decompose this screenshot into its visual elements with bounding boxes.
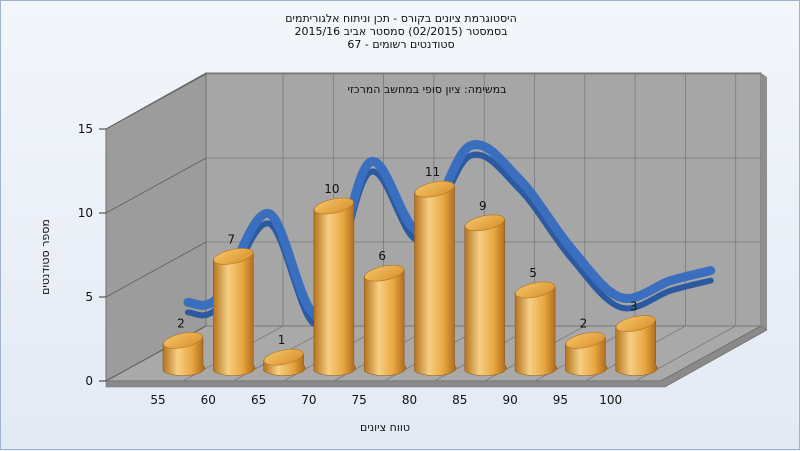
chart-subtitle: במשימה: ציון סופי במחשב המרכזי xyxy=(347,83,506,96)
x-tick-label: 60 xyxy=(201,393,216,407)
data-label: 6 xyxy=(378,249,386,263)
data-label: 2 xyxy=(177,316,185,330)
bar-body xyxy=(213,253,256,376)
bar-top xyxy=(313,197,354,215)
bar-top xyxy=(263,348,304,366)
y-tick-label: 0 xyxy=(85,374,93,388)
chart-title-line-1: היסטוגרמת ציונים בקורס - תכן וניתוח אלגו… xyxy=(285,12,517,25)
y-tick-label: 5 xyxy=(85,290,93,304)
y-tick-label: 15 xyxy=(78,122,93,136)
bar-top xyxy=(615,315,656,332)
x-tick-label: 90 xyxy=(502,393,517,407)
data-label: 9 xyxy=(479,199,487,213)
data-label: 3 xyxy=(630,300,638,314)
bar-top xyxy=(565,332,606,349)
chart-title-line-3: סטודנטים רשומים - 67 xyxy=(347,38,455,51)
bar-top xyxy=(163,332,203,349)
x-tick-label: 85 xyxy=(452,393,467,407)
bar xyxy=(263,348,306,376)
bar-top xyxy=(414,180,455,198)
x-tick-label: 95 xyxy=(553,393,568,407)
bar xyxy=(615,315,658,376)
grid-line-side xyxy=(105,241,207,298)
data-label: 7 xyxy=(227,232,235,246)
y-axis-label: מספר סטודנטים xyxy=(39,219,52,295)
bar xyxy=(414,180,457,376)
x-tick-label: 80 xyxy=(402,393,417,407)
x-tick-label: 55 xyxy=(150,393,165,407)
data-label: 2 xyxy=(580,316,588,330)
right-wall xyxy=(761,73,767,330)
data-label: 1 xyxy=(278,333,286,347)
bar xyxy=(213,248,256,376)
bar xyxy=(464,214,507,376)
bar-body xyxy=(313,202,356,376)
bar-top xyxy=(464,214,505,232)
bar xyxy=(514,281,558,376)
grid-line-side xyxy=(105,157,207,214)
bar-top xyxy=(213,248,254,265)
x-tick-label: 75 xyxy=(352,393,367,407)
y-tick-label: 10 xyxy=(78,206,93,220)
bar-body xyxy=(363,269,407,376)
bar xyxy=(363,264,407,376)
bar xyxy=(162,332,205,376)
bar xyxy=(313,197,356,376)
bar-body xyxy=(514,286,558,376)
bar-series xyxy=(162,180,658,376)
data-label: 11 xyxy=(425,165,440,179)
x-axis-label: טווח ציונים xyxy=(360,421,410,434)
bar-top xyxy=(364,264,405,282)
x-tick-label: 70 xyxy=(301,393,316,407)
grid-line-side xyxy=(105,73,207,130)
chart-title-line-2: בסמסטר (02/2015) סמסטר אביב 2015/16 xyxy=(294,25,508,38)
floor-edge xyxy=(105,325,768,388)
x-tick-label: 100 xyxy=(599,393,622,407)
bar-body xyxy=(464,219,507,376)
bar-top xyxy=(515,281,556,299)
bar xyxy=(565,332,608,376)
x-tick-label: 65 xyxy=(251,393,266,407)
data-label: 10 xyxy=(324,182,339,196)
bar-body xyxy=(615,320,658,376)
data-label: 5 xyxy=(529,266,537,280)
bar-body xyxy=(414,185,457,376)
